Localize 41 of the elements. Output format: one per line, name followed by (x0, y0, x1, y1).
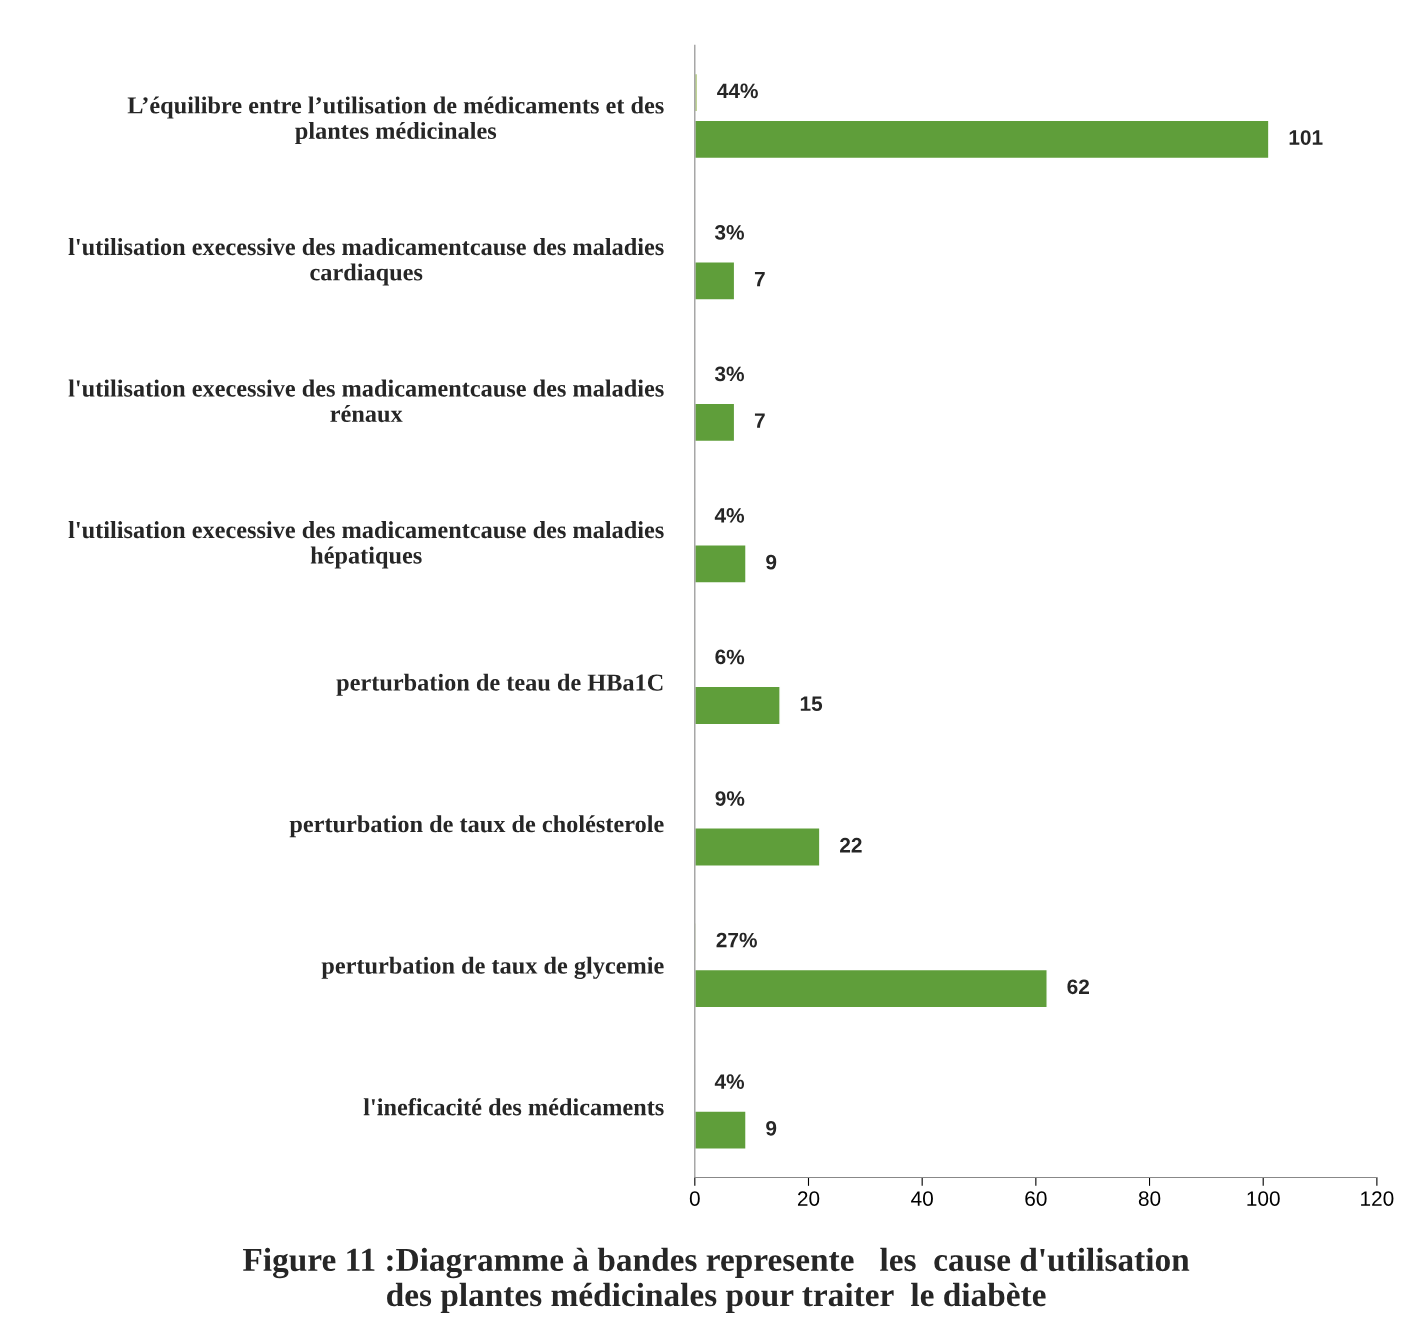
data-label: 9 (766, 1120, 777, 1136)
data-label: 44% (717, 83, 758, 99)
data-label: 7 (754, 413, 765, 428)
bar (694, 1110, 747, 1150)
bar (694, 261, 736, 301)
data-label: 7 (754, 271, 765, 287)
data-label: 15 (800, 696, 823, 712)
bar (694, 119, 1270, 160)
data-label: 6% (715, 649, 745, 665)
data-label: 9 (766, 554, 777, 570)
x-tick-label: 120 (1361, 1191, 1394, 1206)
y-tick-label: perturbation de taux de cholésterole (289, 815, 664, 838)
text: Figure 11 :Diagramme à bandes represente les cause d'utilisation des plantes médicinales pour traiter le diabète (243, 1247, 1190, 1314)
data-label: 4% (714, 1074, 745, 1089)
bar (694, 685, 781, 726)
data-label: 62 (1067, 979, 1089, 995)
x-tick-label: 0 (689, 1191, 700, 1206)
y-tick-label: perturbation de teau de HBa1C (336, 673, 663, 696)
data-label: 101 (1289, 130, 1323, 145)
x-tick-label: 20 (797, 1191, 820, 1206)
data-label: 27% (716, 932, 757, 948)
data-label: 22 (840, 837, 862, 853)
x-tick-label: 100 (1247, 1191, 1280, 1206)
y-tick-label: l'utilisation execessive des madicamentcause des maladies hépatiques (68, 521, 664, 569)
data-label: 3% (714, 224, 744, 240)
y-tick-label: l'ineficacité des médicaments (363, 1098, 664, 1116)
y-tick-label: l'utilisation execessive des madicamentcause des maladies rénaux (68, 379, 664, 423)
bar (694, 402, 736, 443)
y-tick-label: L’équilibre entre l’utilisation de médicaments et des plantes médicinales (127, 96, 664, 144)
x-tick-label: 40 (911, 1191, 933, 1206)
data-label: 4% (714, 508, 745, 523)
bar (694, 544, 747, 584)
data-label: 3% (714, 366, 744, 382)
y-tick-label: perturbation de taux de glycemie (321, 956, 664, 979)
y-tick-label: l'utilisation execessive des madicamentcause des maladies cardiaques (68, 238, 664, 286)
data-label: 9% (715, 791, 745, 806)
x-tick-label: 80 (1138, 1191, 1161, 1206)
bar (694, 827, 821, 867)
bar (694, 72, 699, 113)
x-tick-label: 60 (1025, 1191, 1047, 1206)
bar (694, 968, 1048, 1009)
